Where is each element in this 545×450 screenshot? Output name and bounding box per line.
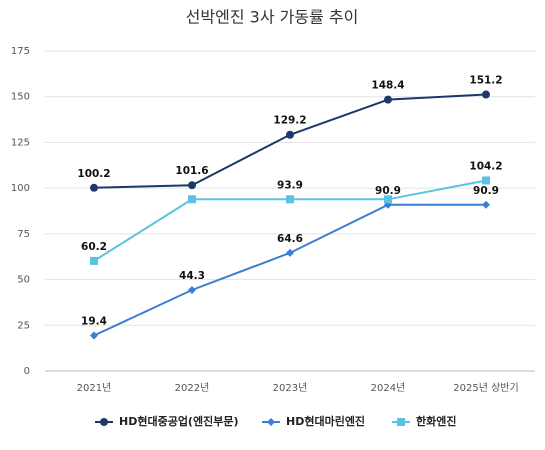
data-point	[384, 95, 392, 104]
y-tick-label: 0	[24, 366, 30, 377]
data-point	[384, 195, 392, 204]
data-point	[286, 248, 294, 257]
data-label: 44.3	[179, 270, 205, 282]
y-tick-label: 50	[17, 275, 30, 286]
data-point	[188, 285, 196, 294]
legend-label: HD현대중공업(엔진부문)	[119, 414, 238, 428]
data-label: 93.9	[277, 179, 303, 191]
data-point	[90, 256, 98, 265]
legend-label: 한화엔진	[416, 414, 456, 428]
x-tick-label: 2021년	[77, 382, 112, 394]
data-point	[482, 176, 490, 185]
y-tick-label: 75	[17, 229, 30, 240]
data-point	[90, 183, 98, 192]
chart-title: 선박엔진 3사 가동률 추이	[186, 8, 359, 27]
data-point	[482, 90, 490, 99]
x-tick-label: 2025년 상반기	[453, 382, 518, 394]
y-tick-label: 175	[11, 46, 30, 57]
data-point	[188, 195, 196, 204]
series-line	[93, 179, 487, 262]
data-label: 90.9	[375, 185, 401, 197]
series-line	[93, 93, 487, 189]
data-point	[482, 200, 490, 209]
data-point	[286, 130, 294, 139]
data-label: 19.4	[81, 316, 107, 328]
legend-marker	[100, 418, 108, 426]
y-tick-label: 150	[11, 92, 30, 103]
data-label: 151.2	[469, 75, 502, 87]
data-label: 129.2	[273, 115, 306, 127]
data-point	[286, 195, 294, 204]
x-tick-label: 2023년	[273, 382, 308, 394]
data-label: 100.2	[77, 168, 110, 180]
data-label: 101.6	[175, 165, 208, 177]
data-point	[90, 331, 98, 340]
data-point	[188, 181, 196, 190]
x-tick-label: 2022년	[175, 382, 210, 394]
legend-marker	[267, 418, 275, 426]
y-tick-label: 25	[17, 320, 30, 331]
x-tick-label: 2024년	[371, 382, 406, 394]
y-tick-label: 100	[11, 183, 30, 194]
data-label: 90.9	[473, 185, 499, 197]
data-label: 64.6	[277, 233, 303, 245]
data-label: 104.2	[469, 160, 502, 172]
data-label: 148.4	[371, 80, 404, 92]
data-label: 60.2	[81, 241, 107, 253]
y-tick-label: 125	[11, 137, 30, 148]
legend-label: HD현대마린엔진	[286, 414, 365, 428]
legend-marker	[397, 418, 405, 426]
